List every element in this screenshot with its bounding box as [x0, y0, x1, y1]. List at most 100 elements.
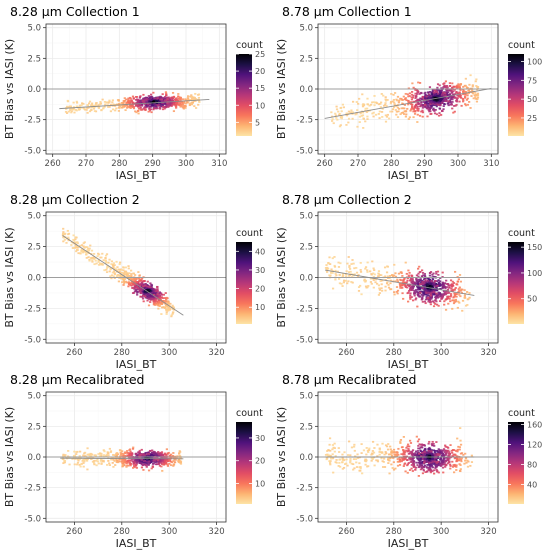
density-point	[374, 113, 378, 116]
density-point	[86, 459, 89, 462]
density-point	[412, 94, 415, 97]
density-point	[155, 291, 158, 294]
x-tick-label: 280	[114, 348, 130, 358]
density-point	[328, 460, 331, 463]
density-point	[419, 285, 422, 288]
density-point	[449, 103, 452, 106]
density-point	[88, 259, 91, 262]
density-point	[365, 459, 368, 462]
density-point	[393, 101, 396, 104]
density-point	[422, 469, 425, 472]
density-point	[329, 454, 332, 457]
density-core-point	[430, 283, 434, 286]
density-point	[345, 270, 348, 273]
density-core-point	[146, 287, 149, 290]
density-point	[155, 294, 158, 297]
density-point	[143, 97, 146, 99]
density-point	[338, 125, 342, 128]
density-point	[134, 464, 137, 466]
density-core-point	[429, 99, 432, 102]
density-point	[91, 104, 94, 107]
density-point	[158, 106, 162, 109]
density-point	[154, 459, 158, 462]
density-point	[371, 440, 375, 443]
density-point	[106, 101, 109, 104]
density-point	[76, 249, 79, 251]
density-point	[123, 452, 126, 455]
density-point	[165, 448, 168, 451]
density-point	[129, 107, 132, 109]
density-point	[120, 269, 123, 271]
density-point	[78, 244, 82, 247]
density-point	[423, 96, 426, 98]
y-axis-label: BT Bias vs IASI (K)	[3, 227, 16, 327]
density-point	[101, 98, 104, 101]
density-point	[382, 104, 386, 107]
density-core-point	[436, 95, 439, 98]
density-point	[96, 458, 99, 461]
density-point	[100, 452, 103, 455]
density-point	[75, 463, 79, 466]
density-point	[349, 459, 352, 462]
density-point	[142, 107, 145, 110]
density-point	[457, 278, 460, 281]
density-point	[193, 96, 196, 99]
density-point	[341, 273, 345, 276]
density-point	[67, 106, 70, 109]
density-point	[463, 289, 466, 292]
chart-panel-5: 260 280 300 320-5.0-2.50.02.55.08.28 µm Rec…	[3, 372, 265, 550]
density-point	[428, 301, 432, 304]
density-point	[119, 453, 123, 456]
density-point	[115, 269, 119, 272]
density-point	[107, 460, 110, 462]
density-point	[165, 308, 168, 310]
density-point	[413, 291, 417, 294]
density-point	[162, 293, 166, 296]
density-point	[453, 301, 456, 303]
density-point	[345, 114, 349, 117]
density-point	[146, 104, 149, 107]
density-point	[337, 266, 341, 268]
density-point	[68, 105, 71, 108]
density-point	[438, 285, 441, 287]
density-point	[462, 85, 465, 88]
density-point	[415, 93, 419, 95]
density-point	[129, 464, 132, 467]
density-point	[98, 455, 101, 458]
density-point	[163, 458, 166, 461]
density-point	[403, 453, 406, 456]
density-point	[150, 111, 153, 114]
density-point	[169, 453, 173, 456]
density-point	[97, 253, 101, 256]
density-point	[445, 90, 448, 92]
density-point	[94, 104, 97, 107]
density-point	[377, 270, 381, 273]
density-point	[85, 109, 88, 111]
density-point	[401, 275, 404, 277]
density-point	[77, 252, 80, 255]
density-core-point	[157, 103, 161, 106]
density-point	[134, 288, 137, 291]
density-point	[330, 272, 333, 274]
density-point	[451, 460, 454, 463]
density-core-point	[140, 458, 143, 461]
density-point	[391, 100, 394, 103]
density-point	[349, 454, 352, 457]
density-point	[351, 111, 355, 114]
density-point	[121, 277, 125, 280]
density-point	[428, 274, 431, 277]
density-point	[466, 291, 469, 293]
density-core-point	[139, 453, 142, 456]
density-point	[341, 453, 344, 456]
density-point	[96, 255, 99, 258]
density-point	[384, 102, 387, 105]
density-point	[113, 460, 116, 462]
density-point	[364, 266, 368, 269]
density-point	[464, 77, 467, 80]
density-point	[128, 452, 132, 455]
density-point	[162, 97, 165, 99]
density-core-point	[435, 99, 439, 102]
density-point	[394, 109, 397, 111]
density-point	[154, 452, 157, 455]
density-point	[443, 291, 446, 294]
